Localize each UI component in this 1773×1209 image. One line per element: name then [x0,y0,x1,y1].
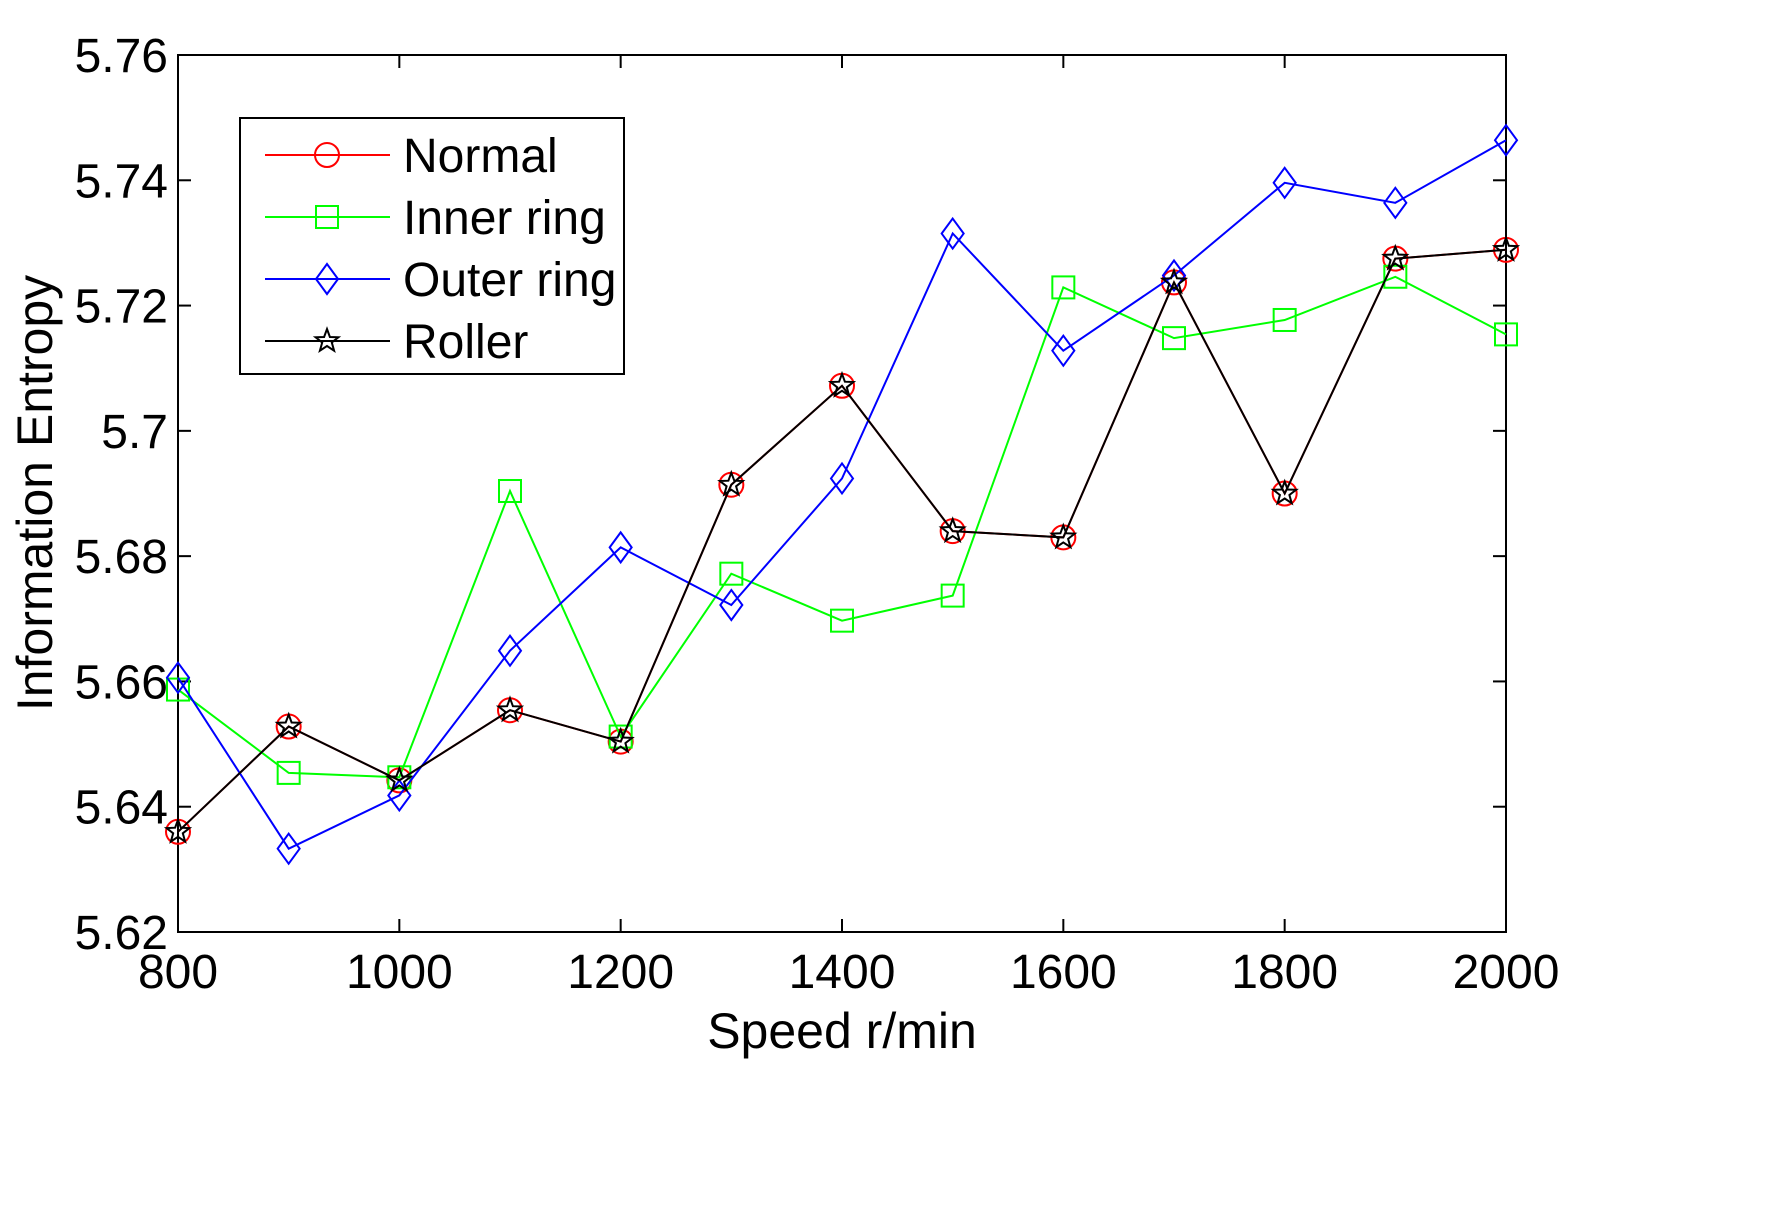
data-point-inner-ring [940,583,965,608]
y-tick-label: 5.74 [75,155,168,208]
data-point-outer-ring [1051,333,1076,368]
legend: Normal Inner ring Outer ring Roller [239,117,625,375]
data-point-roller [606,726,635,754]
y-tick-label: 5.72 [75,281,168,334]
x-tick-label: 2000 [1453,946,1560,999]
data-point-outer-ring [497,634,523,668]
y-tick-label: 5.68 [75,531,168,584]
data-point-roller [274,711,303,739]
x-tick-label: 1600 [1010,946,1117,999]
legend-label-roller: Roller [403,316,528,369]
legend-label-outer-ring: Outer ring [403,254,616,307]
x-axis-title: Speed r/min [707,1003,977,1059]
y-tick-label: 5.76 [75,30,168,83]
legend-entry-normal: Normal [265,130,558,183]
y-tick-label: 5.66 [75,656,168,709]
legend-entry-outer-ring: Outer ring [265,254,616,307]
legend-marker-inner-ring [315,205,339,229]
data-point-roller [1159,267,1189,295]
data-point-inner-ring [1494,322,1518,347]
data-point-outer-ring [719,588,744,622]
data-point-inner-ring [498,478,522,503]
series-layer [163,123,1521,866]
data-point-outer-ring [940,216,965,251]
legend-marker-outer-ring [314,262,340,296]
legend-label-normal: Normal [403,130,558,183]
data-point-roller [163,816,193,844]
data-point-outer-ring [1383,186,1408,220]
series-inner-ring [166,264,1518,790]
y-tick-label: 5.62 [75,907,168,960]
data-point-inner-ring [830,608,854,633]
data-point-roller [827,370,857,398]
series-roller [163,234,1521,844]
data-point-outer-ring [1493,123,1519,157]
x-tick-label: 1200 [567,946,674,999]
series-line-roller [177,248,1507,833]
y-tick-label: 5.7 [101,406,168,459]
data-point-outer-ring [165,660,191,695]
y-tick-label: 5.64 [75,782,168,835]
data-point-roller [1381,243,1410,271]
x-tick-label: 800 [138,946,218,999]
data-point-outer-ring [276,831,301,866]
legend-entry-roller: Roller [265,316,528,369]
legend-marker-roller [312,326,342,354]
data-point-inner-ring [1162,326,1186,351]
y-axis-title: Information Entropy [7,275,63,711]
data-point-roller [495,695,525,723]
data-point-roller [1049,522,1078,550]
data-point-outer-ring [1161,258,1187,293]
axis-ticks: 800 1000 1200 1400 1600 1800 2000 5.62 5.64 5.66 5… [75,30,1560,999]
data-point-inner-ring [1051,275,1076,300]
x-tick-label: 1800 [1231,946,1338,999]
x-tick-label: 1000 [346,946,453,999]
data-point-inner-ring [276,760,301,785]
data-point-roller [1270,478,1299,506]
data-point-outer-ring [829,461,855,496]
data-point-roller [938,516,967,544]
x-tick-label: 1400 [789,946,896,999]
data-point-inner-ring [1272,307,1297,332]
data-point-inner-ring [1383,264,1408,289]
data-point-outer-ring [608,530,633,565]
series-line-outer-ring [177,139,1507,850]
legend-box [239,117,625,375]
data-point-roller [385,765,414,793]
legend-entry-inner-ring: Inner ring [265,192,606,245]
legend-label-inner-ring: Inner ring [403,192,606,245]
data-point-outer-ring [1272,166,1297,200]
legend-marker-normal [314,142,340,168]
series-line-inner-ring [177,275,1507,779]
data-point-roller [1491,234,1521,262]
data-point-inner-ring [719,561,744,586]
data-point-roller [717,469,746,497]
